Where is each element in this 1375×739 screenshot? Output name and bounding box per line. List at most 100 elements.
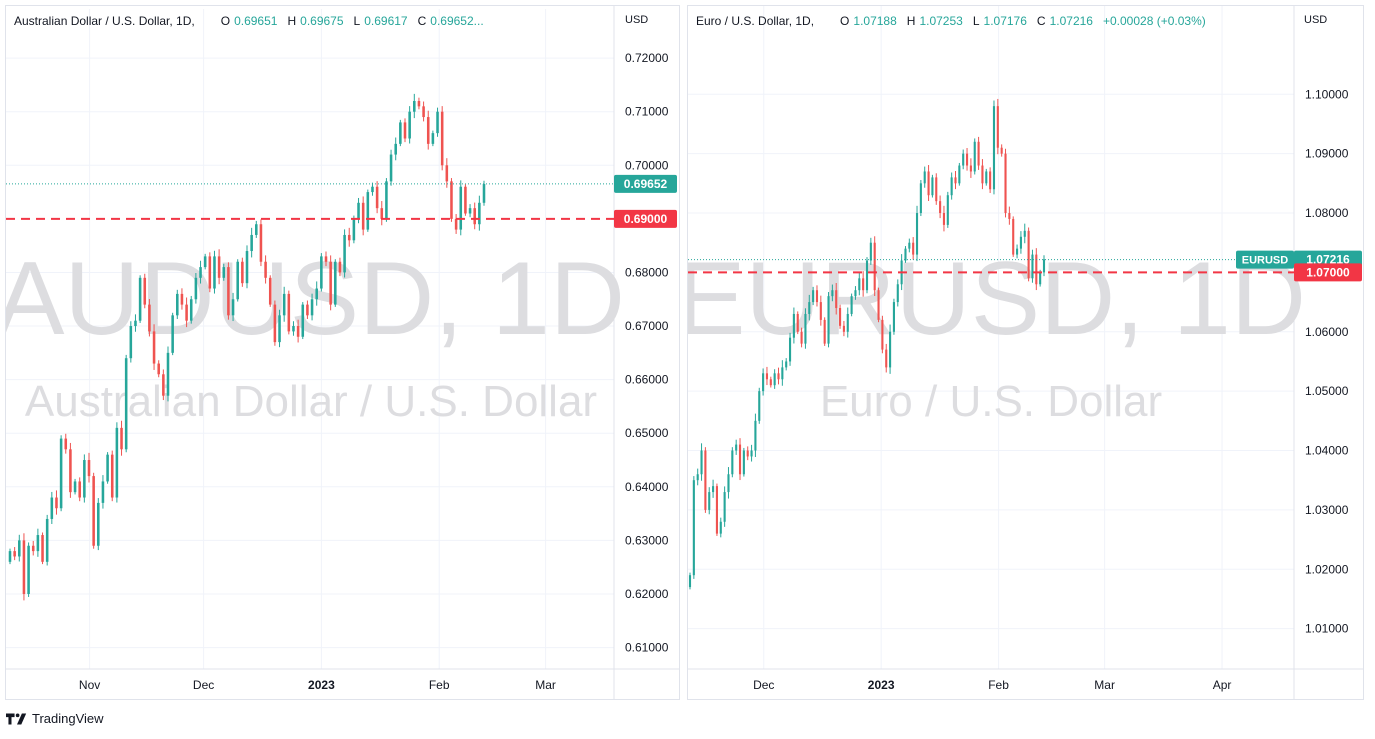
audusd-candle-body [366,192,370,230]
eurusd-candle-body [812,290,815,303]
eurusd-x-tick-label: 2023 [868,678,895,692]
eurusd-y-tick-label: 1.05000 [1305,384,1349,398]
eurusd-candle-body [846,313,849,332]
audusd-candle-body [371,186,374,193]
audusd-candle-body [287,293,291,332]
audusd-candle-body [473,208,476,225]
audusd-candle-body [343,234,346,273]
audusd-candle-body [454,218,458,230]
audusd-last-price-label-bg [614,174,677,193]
eurusd-candle-body [758,391,761,421]
audusd-candle-body [292,326,295,332]
audusd-candle-body [394,143,397,155]
audusd-candle-body [227,267,230,316]
audusd-candle-body [176,293,179,316]
audusd-candle-body [8,551,12,562]
audusd-candle-body [431,133,435,144]
eurusd-candle-body [800,331,803,344]
eurusd-candle-body [865,260,869,291]
eurusd-candle-body [688,575,692,588]
audusd-candle-body [310,299,314,316]
audusd-x-tick-label: 2023 [308,678,335,692]
eurusd-candle-body [715,486,718,534]
audusd-watermark-name: Australian Dollar / U.S. Dollar [25,377,597,426]
eurusd-candle-body [815,290,819,303]
audusd-y-tick-label: 0.66000 [625,373,669,387]
audusd-candle-body [361,202,365,230]
audusd-candle-body [255,224,258,235]
eurusd-y-tick-label: 1.02000 [1305,562,1349,576]
eurusd-candle-body [1004,153,1007,214]
eurusd-candle-body [785,361,788,368]
eurusd-x-tick-label: Dec [753,678,774,692]
eurusd-candle-body [958,165,961,184]
audusd-candle-body [282,293,286,316]
audusd-legend-high: 0.69675 [300,14,344,28]
eurusd-legend-close: 1.07216 [1049,14,1093,28]
audusd-candle-body [78,481,81,498]
eurusd-watermark-symbol: EURUSD, 1D [688,241,1306,357]
audusd-candle-body [69,449,72,493]
audusd-candle-body [166,352,170,396]
audusd-candle-body [440,111,444,166]
eurusd-candle-body [923,171,926,184]
audusd-candle-body [194,277,198,300]
audusd-candle-body [338,261,342,273]
audusd-candle-body [134,320,137,327]
audusd-candle-body [375,186,379,209]
audusd-candle-body [157,363,160,375]
tradingview-footer[interactable]: TradingView [6,711,104,726]
audusd-x-tick-label: Dec [193,678,214,692]
eurusd-chart-panel[interactable]: 1.10000 1.09000 1.08000 1.06000 1.05000 1.040… [687,5,1364,700]
audusd-y-tick-label: 0.63000 [625,533,669,547]
eurusd-chart-svg[interactable]: 1.10000 1.09000 1.08000 1.06000 1.05000 1.040… [688,6,1363,699]
eurusd-candle-body [769,379,772,386]
audusd-candle-body [213,256,216,289]
eurusd-candle-body [946,195,949,225]
audusd-candle-body [27,545,30,594]
audusd-candle-body [301,304,305,337]
eurusd-candle-body [850,296,853,314]
eurusd-candle-body [796,313,799,332]
eurusd-candle-body [1019,236,1022,249]
eurusd-candle-body [839,308,842,326]
eurusd-y-tick-label: 1.08000 [1305,206,1349,220]
audusd-candle-body [208,256,212,289]
audusd-chart-panel[interactable]: 0.72000 0.71000 0.70000 0.68000 0.67000 0.660… [5,5,680,700]
eurusd-candle-body [712,486,715,493]
audusd-candle-body [222,267,226,278]
audusd-legend-low: 0.69617 [364,14,408,28]
audusd-y-tick-label: 0.64000 [625,480,669,494]
eurusd-candle-body [889,331,892,368]
eurusd-candle-body [765,373,769,380]
audusd-candle-body [334,261,337,305]
eurusd-candle-body [919,183,922,214]
audusd-candle-body [315,288,318,300]
audusd-candle-body [445,165,449,182]
audusd-chart-svg[interactable]: 0.72000 0.71000 0.70000 0.68000 0.67000 0.660… [6,6,679,699]
audusd-candle-body [115,427,119,498]
eurusd-candle-body [908,242,911,249]
eurusd-candle-body [750,450,753,457]
audusd-legend-open: 0.69651 [234,14,278,28]
audusd-candle-body [306,304,309,316]
audusd-candle-body [352,218,356,241]
audusd-candle-body [189,299,193,321]
eurusd-candle-body [788,337,792,362]
eurusd-candle-body [696,474,699,481]
eurusd-candle-body [869,242,872,261]
tradingview-brand: TradingView [32,711,104,726]
audusd-candle-body [436,111,439,134]
audusd-candle-body [106,454,109,482]
audusd-candle-body [171,315,174,353]
audusd-candle-body [162,374,165,396]
eurusd-candle-body [912,242,915,255]
eurusd-y-tick-label: 1.06000 [1305,325,1349,339]
audusd-candle-body [296,326,300,337]
eurusd-candle-body [992,106,996,190]
audusd-y-tick-label: 0.70000 [625,158,669,172]
audusd-candle-body [273,304,277,343]
eurusd-candle-body [954,177,957,184]
eurusd-candle-body [808,302,811,314]
audusd-candle-body [268,277,272,305]
